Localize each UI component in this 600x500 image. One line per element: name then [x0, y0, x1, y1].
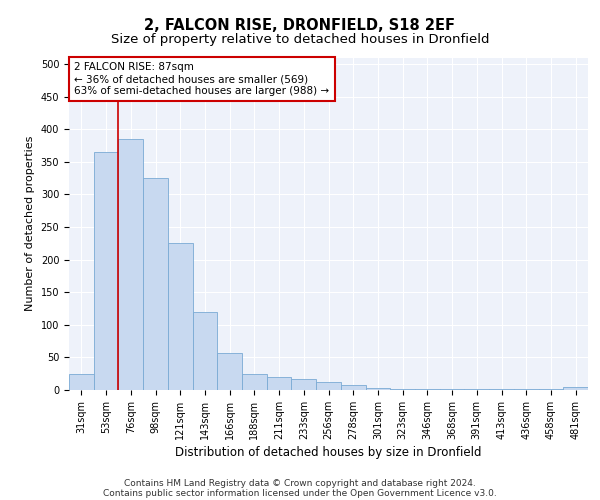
Bar — [292, 379, 316, 390]
Bar — [168, 244, 193, 390]
Bar — [193, 312, 217, 390]
Bar — [563, 388, 588, 390]
Bar — [118, 139, 143, 390]
Y-axis label: Number of detached properties: Number of detached properties — [25, 136, 35, 312]
Bar — [390, 388, 415, 390]
Bar — [341, 386, 365, 390]
Bar — [94, 152, 118, 390]
Text: Contains HM Land Registry data © Crown copyright and database right 2024.: Contains HM Land Registry data © Crown c… — [124, 478, 476, 488]
Text: 2 FALCON RISE: 87sqm
← 36% of detached houses are smaller (569)
63% of semi-deta: 2 FALCON RISE: 87sqm ← 36% of detached h… — [74, 62, 329, 96]
Bar — [69, 374, 94, 390]
X-axis label: Distribution of detached houses by size in Dronfield: Distribution of detached houses by size … — [175, 446, 482, 459]
Bar — [242, 374, 267, 390]
Bar — [267, 377, 292, 390]
Bar — [143, 178, 168, 390]
Bar — [316, 382, 341, 390]
Bar — [217, 353, 242, 390]
Text: 2, FALCON RISE, DRONFIELD, S18 2EF: 2, FALCON RISE, DRONFIELD, S18 2EF — [145, 18, 455, 32]
Bar — [365, 388, 390, 390]
Text: Contains public sector information licensed under the Open Government Licence v3: Contains public sector information licen… — [103, 488, 497, 498]
Text: Size of property relative to detached houses in Dronfield: Size of property relative to detached ho… — [111, 32, 489, 46]
